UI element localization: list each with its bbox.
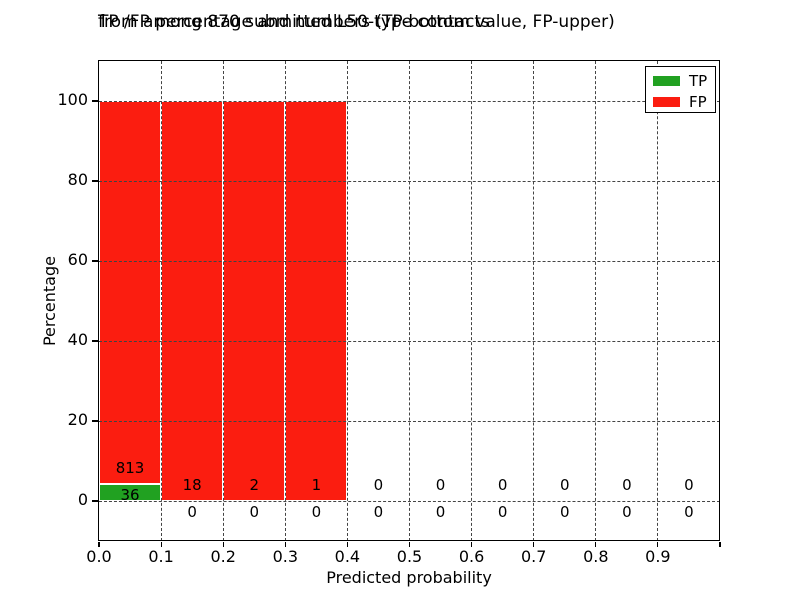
v-gridline bbox=[284, 61, 286, 541]
x-tick bbox=[222, 542, 224, 547]
x-tick-label: 0.3 bbox=[272, 547, 299, 566]
y-tick-label: 80 bbox=[67, 170, 88, 189]
x-tick-label: 0.0 bbox=[86, 547, 112, 566]
fp-count-label: 0 bbox=[684, 476, 694, 494]
x-tick-label: 0.6 bbox=[458, 547, 485, 566]
tp-count-label: 0 bbox=[622, 503, 632, 521]
v-gridline bbox=[346, 61, 348, 541]
v-gridline bbox=[409, 61, 410, 541]
x-tick-label: 0.1 bbox=[148, 547, 174, 566]
fp-count-label: 813 bbox=[115, 459, 145, 478]
x-tick bbox=[346, 542, 348, 547]
y-axis-label: Percentage bbox=[40, 256, 59, 347]
x-tick-label: 0.4 bbox=[334, 547, 361, 566]
x-tick bbox=[160, 542, 162, 547]
tp-count-label: 0 bbox=[187, 503, 197, 521]
x-tick-label: 0.2 bbox=[210, 547, 236, 566]
tp-bar bbox=[99, 484, 162, 501]
v-gridline bbox=[160, 61, 162, 541]
tp-count-label: 0 bbox=[373, 503, 384, 521]
x-tick bbox=[284, 542, 286, 547]
fp-bar bbox=[285, 101, 348, 501]
y-tick bbox=[92, 340, 98, 342]
x-axis-label: Predicted probability bbox=[326, 568, 492, 587]
y-tick-label: 100 bbox=[57, 90, 88, 109]
fp-legend-swatch bbox=[653, 97, 680, 107]
y-tick-label: 20 bbox=[67, 410, 88, 429]
x-tick bbox=[98, 542, 100, 547]
tp-count-label: 0 bbox=[311, 503, 322, 521]
fp-count-label: 0 bbox=[497, 476, 508, 494]
x-tick-label: 0.5 bbox=[396, 547, 423, 566]
legend: TP FP bbox=[645, 66, 716, 113]
v-gridline bbox=[657, 61, 659, 541]
fp-bar bbox=[99, 101, 162, 485]
x-tick-label: 0.8 bbox=[583, 547, 609, 566]
chart-title-line1: TP /FP percentage and numbers (TP-bottom… bbox=[98, 12, 615, 32]
tp-count-label: 0 bbox=[497, 503, 508, 521]
x-tick bbox=[471, 542, 473, 547]
v-gridline bbox=[595, 61, 597, 541]
y-tick bbox=[92, 100, 98, 102]
fp-count-label: 18 bbox=[182, 476, 202, 494]
fp-bar bbox=[223, 101, 286, 501]
x-tick bbox=[719, 542, 721, 547]
fp-count-label: 0 bbox=[373, 476, 384, 494]
y-tick bbox=[92, 420, 98, 422]
legend-item-fp: FP bbox=[653, 94, 715, 110]
fp-bar bbox=[161, 101, 224, 501]
fp-count-label: 1 bbox=[311, 476, 322, 494]
legend-item-tp: TP bbox=[653, 73, 715, 89]
x-tick bbox=[533, 542, 535, 547]
chart-title-line2: from among 870 submitted L50-type contac… bbox=[98, 12, 490, 32]
fp-count-label: 2 bbox=[249, 476, 260, 494]
tp-legend-label: TP bbox=[689, 72, 708, 90]
x-tick bbox=[657, 542, 659, 547]
fp-count-label: 0 bbox=[622, 476, 632, 494]
y-tick-label: 40 bbox=[67, 330, 88, 349]
x-tick-label: 0.9 bbox=[645, 547, 671, 566]
x-tick bbox=[595, 542, 597, 547]
y-tick bbox=[92, 260, 98, 262]
y-tick-label: 60 bbox=[67, 250, 88, 269]
tp-count-label: 0 bbox=[249, 503, 260, 521]
fp-legend-label: FP bbox=[689, 93, 707, 111]
y-tick bbox=[92, 180, 98, 182]
fp-count-label: 0 bbox=[435, 476, 446, 494]
y-tick-label: 0 bbox=[77, 490, 88, 509]
v-gridline bbox=[533, 61, 535, 541]
v-gridline bbox=[222, 61, 224, 541]
fp-count-label: 0 bbox=[559, 476, 570, 494]
tp-count-label: 0 bbox=[684, 503, 694, 521]
x-tick-label: 0.7 bbox=[520, 547, 547, 566]
y-tick bbox=[92, 500, 98, 502]
v-gridline bbox=[471, 61, 473, 541]
x-tick bbox=[408, 542, 411, 547]
tp-count-label: 36 bbox=[120, 486, 140, 505]
tp-legend-swatch bbox=[653, 76, 680, 86]
tp-count-label: 0 bbox=[559, 503, 570, 521]
plot-frame bbox=[98, 60, 720, 541]
tp-count-label: 0 bbox=[435, 503, 446, 521]
